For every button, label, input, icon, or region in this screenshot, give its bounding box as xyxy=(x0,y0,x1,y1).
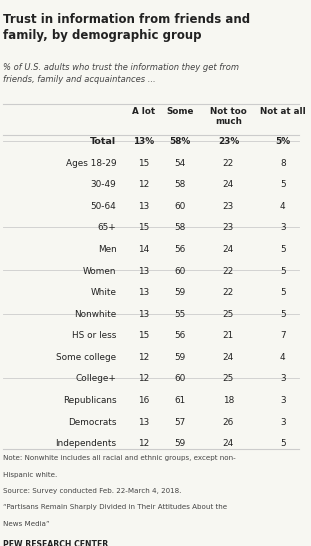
Text: 13: 13 xyxy=(138,310,149,319)
Text: Independents: Independents xyxy=(55,440,116,448)
Text: 3: 3 xyxy=(280,223,285,233)
Text: 23: 23 xyxy=(223,223,234,233)
Text: 18: 18 xyxy=(223,396,234,405)
Text: 14: 14 xyxy=(138,245,149,254)
Text: 54: 54 xyxy=(174,158,186,168)
Text: Men: Men xyxy=(98,245,116,254)
Text: “Partisans Remain Sharply Divided in Their Attitudes About the: “Partisans Remain Sharply Divided in The… xyxy=(3,505,227,511)
Text: 13: 13 xyxy=(138,201,149,211)
Text: 22: 22 xyxy=(223,266,234,276)
Text: 4: 4 xyxy=(280,353,285,362)
Text: 24: 24 xyxy=(223,180,234,189)
Text: 23: 23 xyxy=(223,201,234,211)
Text: 13: 13 xyxy=(138,266,149,276)
Text: 22: 22 xyxy=(223,158,234,168)
Text: 5: 5 xyxy=(280,310,285,319)
Text: 58: 58 xyxy=(174,223,186,233)
Text: 12: 12 xyxy=(138,375,149,383)
Text: % of U.S. adults who trust the information they get from
friends, family and acq: % of U.S. adults who trust the informati… xyxy=(3,63,239,84)
Text: 25: 25 xyxy=(223,310,234,319)
Text: 21: 21 xyxy=(223,331,234,340)
Text: College+: College+ xyxy=(76,375,116,383)
Text: Women: Women xyxy=(83,266,116,276)
Text: 61: 61 xyxy=(174,396,186,405)
Text: 55: 55 xyxy=(174,310,186,319)
Text: Not at all: Not at all xyxy=(260,107,306,116)
Text: 22: 22 xyxy=(223,288,234,297)
Text: Source: Survey conducted Feb. 22-March 4, 2018.: Source: Survey conducted Feb. 22-March 4… xyxy=(3,488,181,494)
Text: 7: 7 xyxy=(280,331,285,340)
Text: 50-64: 50-64 xyxy=(91,201,116,211)
Text: 58%: 58% xyxy=(169,137,191,146)
Text: Some: Some xyxy=(166,107,194,116)
Text: Hispanic white.: Hispanic white. xyxy=(3,472,57,478)
Text: HS or less: HS or less xyxy=(72,331,116,340)
Text: 15: 15 xyxy=(138,331,149,340)
Text: Nonwhite: Nonwhite xyxy=(74,310,116,319)
Text: Democrats: Democrats xyxy=(68,418,116,426)
Text: 59: 59 xyxy=(174,288,186,297)
Text: 60: 60 xyxy=(174,266,186,276)
Text: 60: 60 xyxy=(174,375,186,383)
Text: 13: 13 xyxy=(138,288,149,297)
Text: A lot: A lot xyxy=(132,107,155,116)
Text: Ages 18-29: Ages 18-29 xyxy=(66,158,116,168)
Text: PEW RESEARCH CENTER: PEW RESEARCH CENTER xyxy=(3,539,108,546)
Text: 24: 24 xyxy=(223,440,234,448)
Text: Republicans: Republicans xyxy=(63,396,116,405)
Text: News Media”: News Media” xyxy=(3,521,50,527)
Text: 8: 8 xyxy=(280,158,286,168)
Text: 13%: 13% xyxy=(133,137,154,146)
Text: 59: 59 xyxy=(174,440,186,448)
Text: 15: 15 xyxy=(138,223,149,233)
Text: 5: 5 xyxy=(280,180,285,189)
Text: 30-49: 30-49 xyxy=(91,180,116,189)
Text: 24: 24 xyxy=(223,353,234,362)
Text: 56: 56 xyxy=(174,245,186,254)
Text: 5%: 5% xyxy=(275,137,290,146)
Text: Trust in information from friends and
family, by demographic group: Trust in information from friends and fa… xyxy=(3,13,250,42)
Text: White: White xyxy=(91,288,116,297)
Text: Not too
much: Not too much xyxy=(210,107,247,126)
Text: 5: 5 xyxy=(280,266,285,276)
Text: 25: 25 xyxy=(223,375,234,383)
Text: 3: 3 xyxy=(280,418,285,426)
Text: 3: 3 xyxy=(280,375,285,383)
Text: 59: 59 xyxy=(174,353,186,362)
Text: 5: 5 xyxy=(280,440,285,448)
Text: 57: 57 xyxy=(174,418,186,426)
Text: Some college: Some college xyxy=(56,353,116,362)
Text: 16: 16 xyxy=(138,396,149,405)
Text: Note: Nonwhite includes all racial and ethnic groups, except non-: Note: Nonwhite includes all racial and e… xyxy=(3,455,236,461)
Text: 4: 4 xyxy=(280,201,285,211)
Text: 15: 15 xyxy=(138,158,149,168)
Text: 60: 60 xyxy=(174,201,186,211)
Text: Total: Total xyxy=(90,137,116,146)
Text: 12: 12 xyxy=(138,353,149,362)
Text: 23%: 23% xyxy=(218,137,239,146)
Text: 12: 12 xyxy=(138,180,149,189)
Text: 24: 24 xyxy=(223,245,234,254)
Text: 5: 5 xyxy=(280,245,285,254)
Text: 3: 3 xyxy=(280,396,285,405)
Text: 58: 58 xyxy=(174,180,186,189)
Text: 26: 26 xyxy=(223,418,234,426)
Text: 56: 56 xyxy=(174,331,186,340)
Text: 12: 12 xyxy=(138,440,149,448)
Text: 5: 5 xyxy=(280,288,285,297)
Text: 13: 13 xyxy=(138,418,149,426)
Text: 65+: 65+ xyxy=(98,223,116,233)
